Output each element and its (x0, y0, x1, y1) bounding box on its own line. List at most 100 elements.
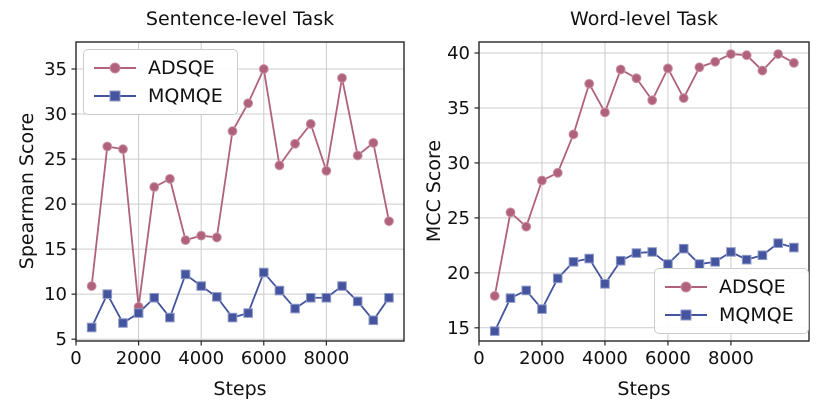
data-point-mqmqe (243, 308, 253, 318)
x-tick-label: 2000 (519, 348, 565, 369)
y-tick-label: 40 (447, 43, 470, 64)
data-point-mqmqe (180, 269, 191, 280)
data-point-adsqe (243, 98, 254, 109)
data-point-adsqe (773, 49, 784, 59)
plot-border (478, 41, 810, 342)
data-point-adsqe (678, 93, 689, 103)
data-point-mqmqe (552, 273, 563, 284)
data-point-mqmqe (305, 292, 316, 303)
legend-item-mqmqe: MQMQE (665, 304, 794, 326)
x-axis-label: Steps (617, 378, 671, 400)
data-point-adsqe (584, 78, 595, 89)
data-point-mqmqe (165, 312, 175, 323)
panel-word-level: 0 2000 4000 6000 8000 15 20 25 30 35 40 Word-level… (415, 0, 830, 415)
y-tick-label: 30 (44, 104, 67, 125)
legend: ADSQE MQMQE (83, 49, 238, 115)
data-point-mqmqe (368, 315, 379, 326)
y-tick-label: 30 (447, 153, 470, 174)
data-point-adsqe (149, 182, 160, 192)
data-point-adsqe (164, 173, 175, 184)
data-point-adsqe (274, 160, 285, 171)
data-point-adsqe (615, 64, 626, 75)
data-point-mqmqe (337, 281, 347, 291)
data-point-mqmqe (537, 304, 547, 314)
data-point-mqmqe (678, 243, 689, 254)
data-point-mqmqe (773, 238, 783, 248)
data-point-adsqe (568, 129, 579, 140)
word-level-plot: 0 2000 4000 6000 8000 15 20 25 30 35 40 (447, 41, 810, 369)
data-point-adsqe (290, 138, 300, 149)
mqmqe-line-square-marker-icon (665, 308, 707, 322)
data-point-mqmqe (647, 247, 657, 257)
data-point-adsqe (352, 150, 363, 161)
data-point-adsqe (180, 235, 191, 246)
data-point-mqmqe (196, 281, 206, 291)
data-point-adsqe (537, 175, 547, 186)
data-point-adsqe (86, 281, 97, 291)
data-point-mqmqe (86, 322, 97, 333)
data-point-adsqe (368, 137, 379, 148)
data-point-mqmqe (212, 292, 222, 302)
data-point-adsqe (741, 50, 752, 61)
legend-item-adsqe: ADSQE (665, 276, 794, 298)
data-point-adsqe (757, 65, 768, 76)
data-point-adsqe (521, 221, 532, 232)
x-tick-label: 0 (473, 348, 484, 369)
data-point-mqmqe (600, 279, 610, 289)
y-axis-label: MCC Score (423, 139, 445, 243)
data-point-adsqe (196, 230, 207, 241)
y-tick-label: 15 (447, 318, 470, 339)
x-tick-label: 8000 (708, 348, 754, 369)
x-tick-label: 4000 (178, 348, 224, 369)
data-point-mqmqe (568, 257, 579, 267)
data-point-mqmqe (631, 248, 642, 258)
data-point-mqmqe (584, 253, 595, 264)
data-point-adsqe (647, 95, 658, 106)
series-line-adsqe (90, 68, 390, 308)
y-tick-label: 5 (56, 329, 67, 350)
legend-label-mqmqe: MQMQE (148, 85, 223, 107)
y-axis-label: Spearman Score (16, 112, 38, 270)
data-point-adsqe (505, 207, 516, 218)
data-point-mqmqe (615, 255, 626, 266)
data-point-mqmqe (149, 292, 160, 303)
data-point-mqmqe (227, 312, 238, 323)
data-point-adsqe (788, 57, 799, 68)
chart-title: Word-level Task (570, 8, 718, 30)
y-tick-label: 20 (44, 194, 67, 215)
data-point-mqmqe (290, 303, 300, 314)
y-tick-label: 25 (44, 149, 67, 170)
data-point-adsqe (384, 216, 394, 227)
legend-label-adsqe: ADSQE (148, 57, 215, 79)
data-point-adsqe (337, 73, 347, 83)
data-point-adsqe (600, 107, 610, 118)
panel-sentence-level: 0 2000 4000 6000 8000 5 10 15 20 25 30 35 Sentence-… (16, 8, 405, 400)
y-tick-label: 25 (447, 208, 470, 229)
data-point-adsqe (102, 141, 113, 152)
x-tick-label: 6000 (645, 348, 691, 369)
data-point-mqmqe (102, 289, 113, 299)
data-point-adsqe (694, 62, 705, 73)
data-point-mqmqe (352, 296, 363, 307)
data-point-mqmqe (757, 250, 768, 261)
plot-border (75, 41, 405, 342)
data-point-adsqe (305, 119, 316, 129)
data-point-adsqe (631, 73, 642, 84)
data-point-adsqe (489, 291, 500, 301)
data-point-mqmqe (505, 293, 516, 303)
x-tick-label: 2000 (116, 348, 162, 369)
chart-title: Sentence-level Task (145, 8, 335, 30)
legend: ADSQE MQMQE (654, 268, 809, 334)
data-point-adsqe (211, 232, 222, 243)
data-point-adsqe (321, 165, 332, 176)
legend-item-adsqe: ADSQE (94, 57, 223, 79)
data-point-mqmqe (118, 318, 128, 328)
data-point-mqmqe (489, 326, 500, 336)
adsqe-line-circle-marker-icon (94, 61, 136, 75)
y-tick-label: 35 (447, 98, 470, 119)
adsqe-line-circle-marker-icon (665, 280, 707, 294)
data-point-mqmqe (521, 285, 532, 296)
data-point-adsqe (552, 167, 563, 178)
data-point-adsqe (726, 49, 736, 59)
